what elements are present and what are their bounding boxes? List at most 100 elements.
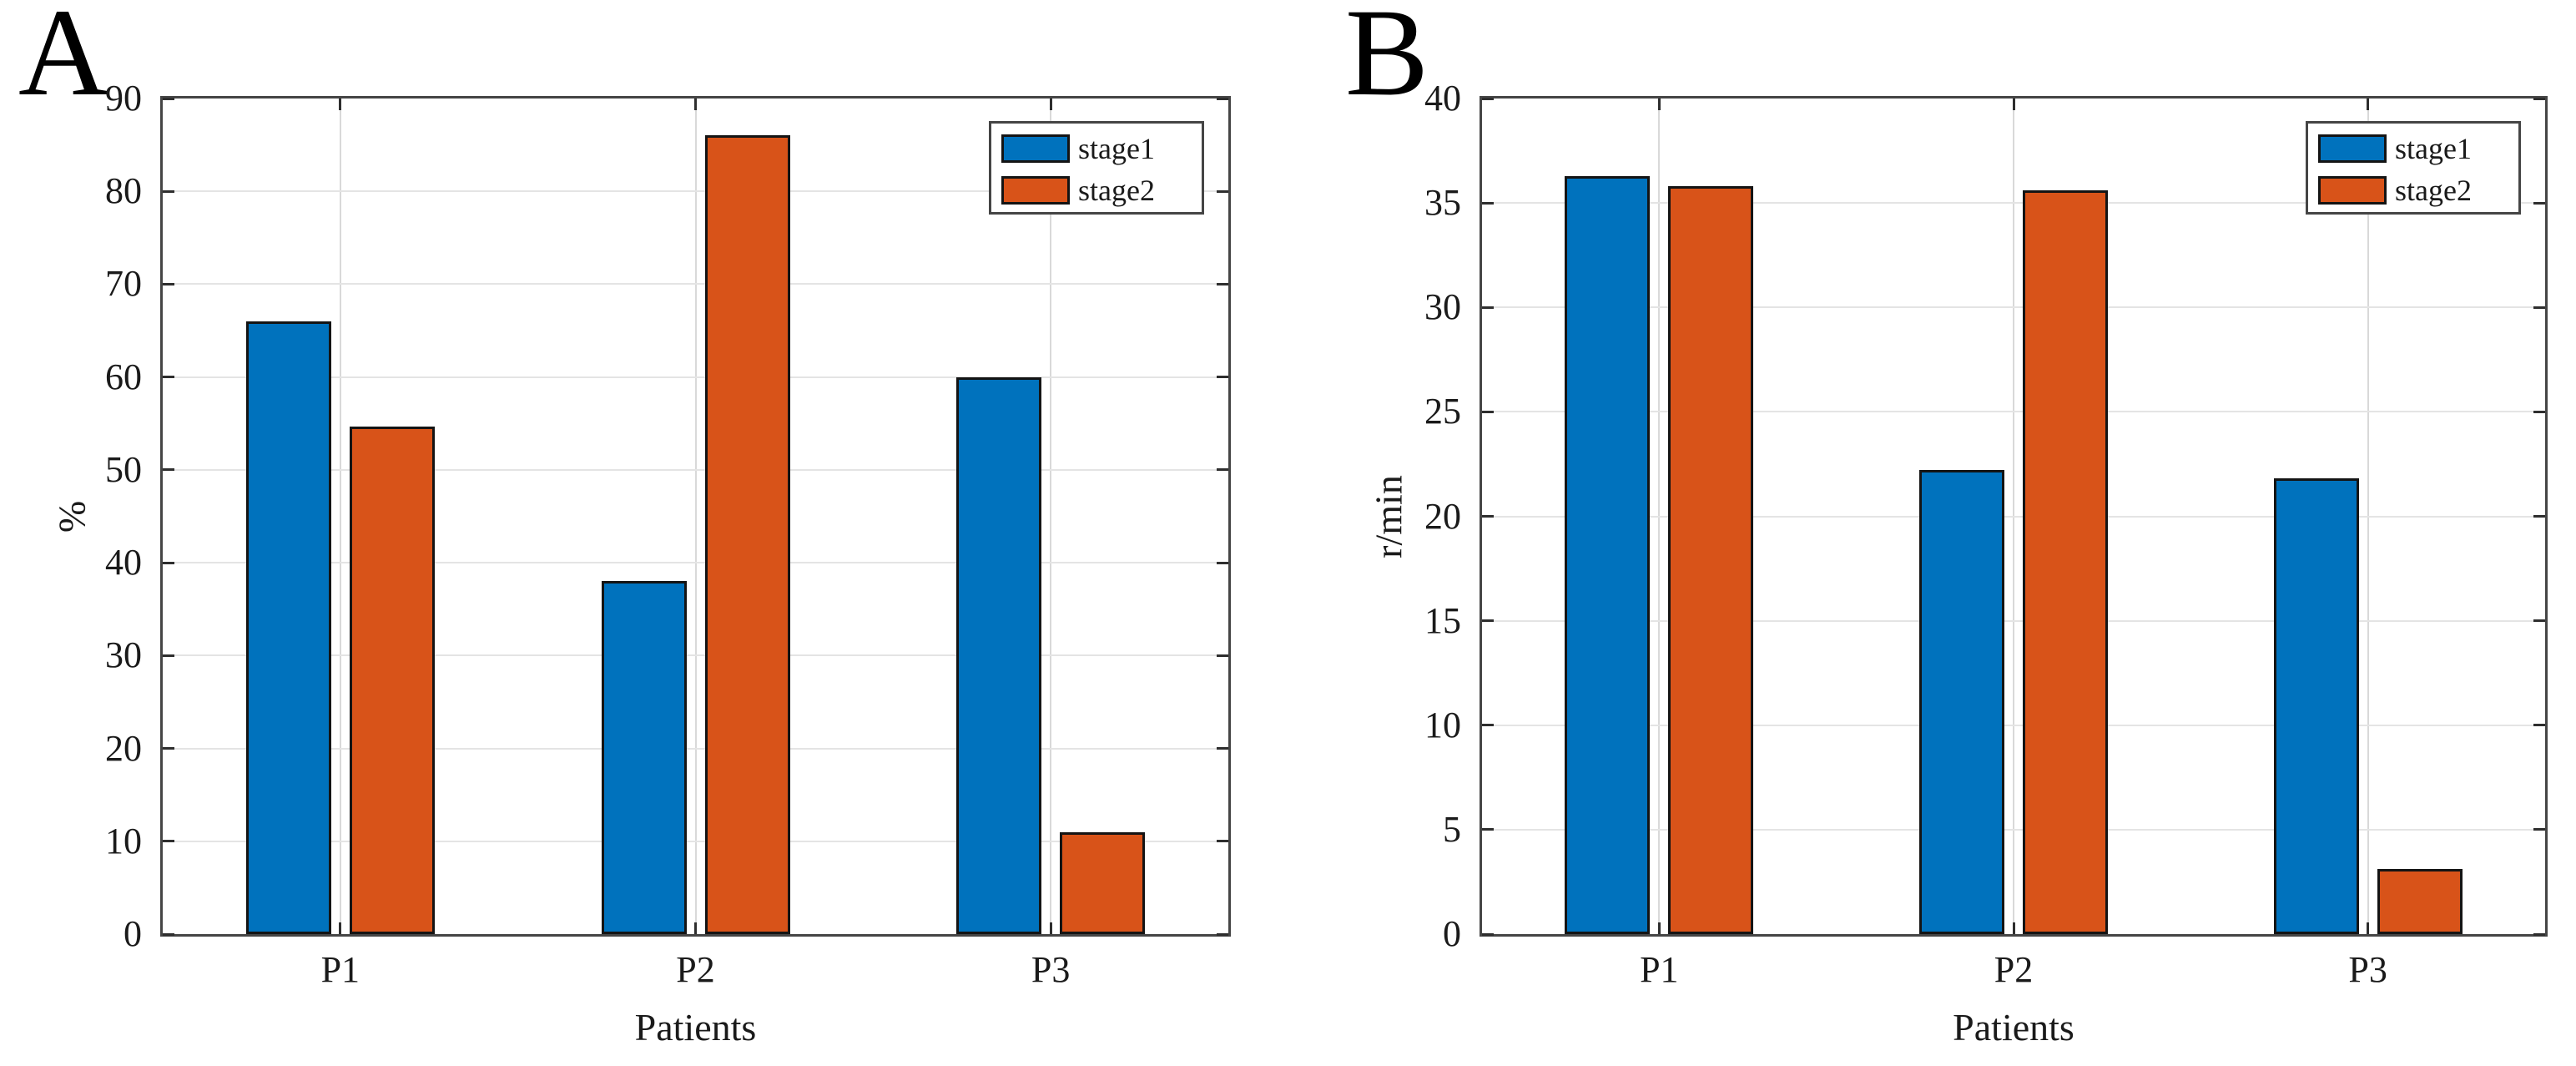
- y-tick-label: 10: [1424, 704, 1461, 745]
- x-tick-mark-bottom: [339, 922, 342, 934]
- gridline-horizontal: [163, 747, 1228, 750]
- y-tick-mark-left: [163, 840, 174, 843]
- legend-swatch-stage1: [2318, 134, 2387, 163]
- y-tick-label: 15: [1424, 599, 1461, 641]
- y-tick-label: 5: [1443, 808, 1461, 850]
- gridline-horizontal: [1482, 202, 2545, 205]
- legend-swatch-stage2: [2318, 176, 2387, 205]
- gridline-horizontal: [163, 562, 1228, 564]
- legend-label: stage1: [1078, 132, 1155, 165]
- y-tick-label: 0: [124, 912, 142, 954]
- x-tick-label: P2: [1994, 949, 2034, 990]
- x-tick-label: P2: [676, 949, 715, 990]
- bar-stage1-P3: [2273, 478, 2359, 934]
- y-tick-label: 35: [1424, 181, 1461, 223]
- y-axis-label: r/min: [1367, 474, 1410, 558]
- gridline-vertical: [694, 99, 697, 934]
- x-tick-label: P3: [2348, 949, 2387, 990]
- x-tick-label: P1: [320, 949, 360, 990]
- y-tick-mark-right: [2533, 619, 2545, 623]
- y-tick-label: 20: [105, 727, 142, 769]
- y-tick-mark-left: [1482, 619, 1494, 623]
- y-tick-mark-right: [2533, 828, 2545, 831]
- legend-entry-stage1: stage1: [2308, 128, 2518, 169]
- x-tick-mark-top: [339, 99, 342, 110]
- y-tick-label: 60: [105, 356, 142, 397]
- y-tick-mark-right: [1217, 97, 1228, 100]
- y-tick-label: 10: [105, 820, 142, 861]
- x-axis-label: Patients: [1953, 1006, 2074, 1048]
- y-tick-mark-left: [163, 189, 174, 193]
- y-tick-mark-right: [2533, 97, 2545, 100]
- legend-label: stage2: [2395, 174, 2472, 207]
- y-tick-mark-left: [1482, 410, 1494, 413]
- y-tick-mark-right: [1217, 561, 1228, 564]
- x-axis-label: Patients: [634, 1006, 757, 1048]
- bar-stage2-P3: [1060, 831, 1146, 934]
- gridline-vertical: [1050, 99, 1052, 934]
- panel-label: B: [1345, 0, 1429, 122]
- y-tick-mark-right: [1217, 840, 1228, 843]
- gridline-horizontal: [163, 376, 1228, 378]
- y-tick-mark-right: [2533, 724, 2545, 727]
- gridline-horizontal: [1482, 411, 2545, 413]
- gridline-horizontal: [1482, 515, 2545, 518]
- y-tick-mark-right: [1217, 747, 1228, 750]
- y-tick-mark-right: [1217, 282, 1228, 285]
- y-tick-mark-left: [1482, 932, 1494, 936]
- x-tick-mark-top: [2012, 99, 2015, 110]
- y-tick-mark-right: [2533, 410, 2545, 413]
- y-tick-label: 20: [1424, 495, 1461, 537]
- y-tick-mark-left: [1482, 724, 1494, 727]
- y-tick-mark-right: [1217, 468, 1228, 472]
- panel-label: A: [18, 0, 109, 122]
- y-tick-label: 30: [1424, 286, 1461, 328]
- y-tick-label: 0: [1443, 912, 1461, 954]
- y-tick-label: 80: [105, 170, 142, 212]
- y-tick-mark-left: [1482, 306, 1494, 309]
- y-tick-mark-left: [163, 282, 174, 285]
- gridline-horizontal: [163, 190, 1228, 193]
- y-tick-mark-left: [163, 654, 174, 657]
- y-tick-mark-right: [1217, 376, 1228, 379]
- gridline-horizontal: [1482, 828, 2545, 831]
- bar-stage2-P3: [2377, 869, 2463, 934]
- x-tick-label: P3: [1031, 949, 1071, 990]
- legend: stage1 stage2: [2306, 121, 2521, 215]
- y-tick-label: 25: [1424, 391, 1461, 432]
- legend-label: stage1: [2395, 132, 2472, 165]
- bar-stage2-P2: [704, 135, 790, 934]
- y-tick-mark-right: [1217, 189, 1228, 193]
- gridline-vertical: [339, 99, 341, 934]
- x-tick-mark-bottom: [2367, 922, 2370, 934]
- legend-entry-stage2: stage2: [991, 169, 1202, 211]
- x-tick-mark-bottom: [1657, 922, 1661, 934]
- y-tick-mark-left: [1482, 97, 1494, 100]
- gridline-horizontal: [163, 654, 1228, 657]
- y-tick-mark-left: [1482, 828, 1494, 831]
- x-tick-mark-top: [1657, 99, 1661, 110]
- bar-stage2-P2: [2023, 190, 2108, 934]
- x-tick-mark-bottom: [2012, 922, 2015, 934]
- bar-stage1-P1: [1565, 175, 1651, 934]
- gridline-horizontal: [1482, 724, 2545, 726]
- y-tick-mark-right: [1217, 654, 1228, 657]
- y-tick-mark-left: [163, 468, 174, 472]
- y-tick-mark-left: [163, 97, 174, 100]
- x-tick-mark-top: [694, 99, 697, 110]
- x-tick-mark-bottom: [1049, 922, 1052, 934]
- bar-stage1-P1: [245, 321, 331, 934]
- y-tick-mark-right: [2533, 201, 2545, 205]
- gridline-horizontal: [163, 840, 1228, 842]
- y-tick-mark-right: [1217, 932, 1228, 936]
- y-tick-mark-left: [163, 747, 174, 750]
- legend-entry-stage2: stage2: [2308, 169, 2518, 211]
- bar-stage2-P1: [349, 426, 435, 934]
- x-tick-mark-bottom: [694, 922, 697, 934]
- y-tick-mark-left: [163, 376, 174, 379]
- gridline-horizontal: [163, 468, 1228, 471]
- y-tick-mark-right: [2533, 932, 2545, 936]
- y-tick-mark-right: [2533, 306, 2545, 309]
